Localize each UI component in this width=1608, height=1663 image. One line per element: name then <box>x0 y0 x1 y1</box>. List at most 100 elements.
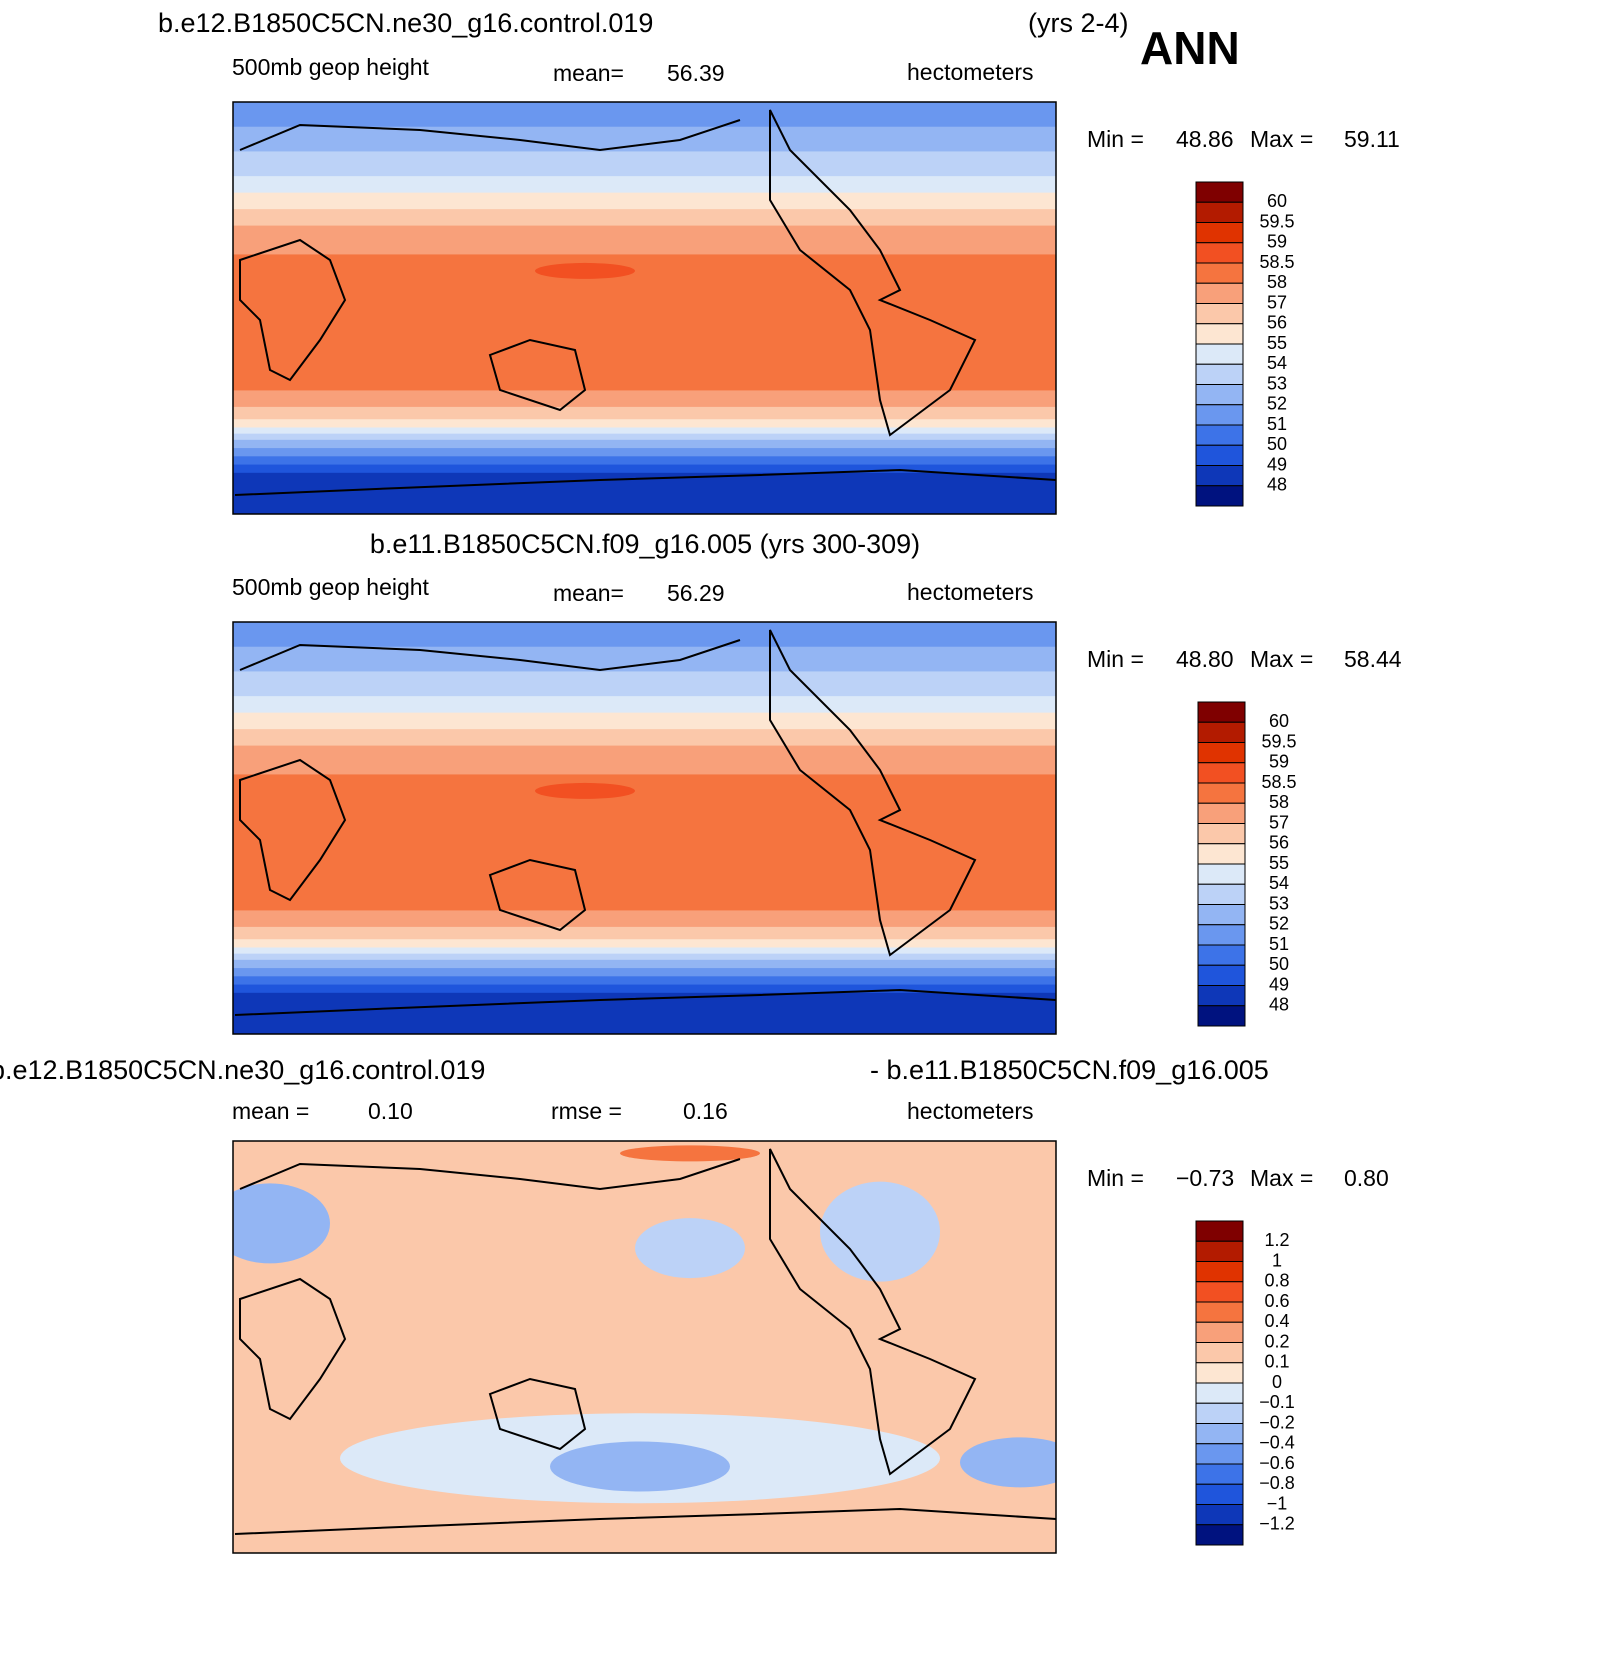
max-value: 59.11 <box>1344 126 1400 152</box>
contour-band <box>233 910 1056 928</box>
contour-band <box>233 939 1056 948</box>
coastline <box>234 1507 1056 1535</box>
colorbar-box <box>1195 465 1244 487</box>
colorbar-box <box>1195 222 1244 244</box>
map-frame <box>232 621 1057 1035</box>
colorbar-label: 60 <box>1269 711 1289 731</box>
map-panel <box>232 101 1057 515</box>
min-value: 48.86 <box>1176 126 1234 152</box>
coastline <box>239 238 347 382</box>
case-title: b.e12.B1850C5CN.ne30_g16.control.019 <box>158 8 653 38</box>
max-value: 0.80 <box>1344 1165 1389 1191</box>
coastline <box>239 119 741 152</box>
contour-band <box>233 947 1056 955</box>
colorbar-box <box>1195 1443 1244 1465</box>
coastline <box>239 1277 347 1421</box>
stat-label: rmse = <box>551 1098 622 1124</box>
colorbar-label: 54 <box>1267 353 1287 373</box>
colorbar-label: 48 <box>1267 475 1287 495</box>
colorbar-box <box>1195 1362 1244 1384</box>
colorbar-label: 0.1 <box>1264 1352 1289 1372</box>
contour-band <box>233 984 1056 994</box>
colorbar-box <box>1195 262 1244 284</box>
colorbar-box <box>1197 762 1246 784</box>
coastline <box>239 1158 741 1191</box>
colorbar-label: −0.4 <box>1259 1433 1295 1453</box>
colorbar-box <box>1195 282 1244 304</box>
max-value: 58.44 <box>1344 646 1402 672</box>
colorbar-box <box>1195 1423 1244 1445</box>
colorbar-label: −0.2 <box>1259 1412 1295 1432</box>
contour-band <box>233 176 1056 194</box>
colorbar-box <box>1195 242 1244 264</box>
panel-title: b.e11.B1850C5CN.f09_g16.005 (yrs 300-309… <box>370 529 920 559</box>
coastline <box>234 468 1056 496</box>
map-frame <box>232 1140 1057 1554</box>
contour-band <box>233 953 1056 961</box>
variable-label: 500mb geop height <box>232 54 430 80</box>
contour-band <box>233 439 1056 449</box>
contour-band <box>233 976 1056 986</box>
colorbar-box <box>1195 1463 1244 1485</box>
contour-blob <box>390 1568 990 1588</box>
coastline <box>488 858 587 932</box>
coastline <box>769 629 977 957</box>
contour-blob <box>550 1441 730 1492</box>
colorbar-label: 50 <box>1269 954 1289 974</box>
colorbar-label: 60 <box>1267 191 1287 211</box>
coastline <box>488 1377 587 1451</box>
colorbar-box <box>1197 944 1246 966</box>
contour-blob <box>233 1183 330 1264</box>
min-value: −0.73 <box>1176 1165 1234 1191</box>
colorbar-box <box>1195 1321 1244 1343</box>
colorbar-label: 0.4 <box>1264 1311 1289 1331</box>
colorbar-box <box>1195 1342 1244 1364</box>
contour-band <box>233 745 1056 775</box>
colorbar-box <box>1195 444 1244 466</box>
colorbar-label: 58 <box>1269 792 1289 812</box>
contour-band <box>233 126 1056 152</box>
contour-band <box>233 696 1056 714</box>
colorbar-box <box>1195 384 1244 406</box>
colorbar-label: 49 <box>1267 454 1287 474</box>
map-frame <box>232 101 1057 515</box>
colorbar-box <box>1197 985 1246 1007</box>
colorbar-box <box>1195 181 1244 203</box>
colorbar-box <box>1195 1220 1244 1242</box>
colorbar-box <box>1195 1382 1244 1404</box>
min-value: 48.80 <box>1176 646 1234 672</box>
contour-band <box>233 729 1056 747</box>
colorbar-box <box>1197 802 1246 824</box>
colorbar-box <box>1197 964 1246 986</box>
colorbar-label: 1 <box>1272 1250 1282 1270</box>
map-field <box>233 102 1056 514</box>
contour-band <box>233 102 1056 128</box>
contour-blob <box>535 262 635 279</box>
map-field <box>233 1141 1056 1588</box>
contour-band <box>233 992 1056 1034</box>
colorbar-label: 54 <box>1269 873 1289 893</box>
coastline <box>239 758 347 902</box>
colorbar-label: −0.1 <box>1259 1392 1295 1412</box>
contour-blob <box>820 1181 940 1282</box>
colorbar-label: 0 <box>1272 1372 1282 1392</box>
colorbar-box <box>1195 323 1244 345</box>
units: hectometers <box>907 59 1034 85</box>
coastline <box>769 109 977 437</box>
colorbar-label: 0.8 <box>1264 1271 1289 1291</box>
colorbar-box <box>1195 1301 1244 1323</box>
colorbar-label: 52 <box>1267 394 1287 414</box>
max-label: Max = <box>1250 126 1313 152</box>
map-panel <box>232 621 1057 1035</box>
map-panel <box>232 1140 1057 1588</box>
contour-band <box>233 390 1056 408</box>
coastline <box>488 338 587 412</box>
contour-band <box>233 456 1056 466</box>
colorbar-box <box>1195 1402 1244 1424</box>
colorbar-box <box>1195 1281 1244 1303</box>
contour-band <box>233 433 1056 441</box>
colorbar-box <box>1195 485 1244 507</box>
colorbar-label: 0.6 <box>1264 1291 1289 1311</box>
colorbar-box <box>1197 863 1246 885</box>
colorbar-label: −1 <box>1267 1493 1288 1513</box>
